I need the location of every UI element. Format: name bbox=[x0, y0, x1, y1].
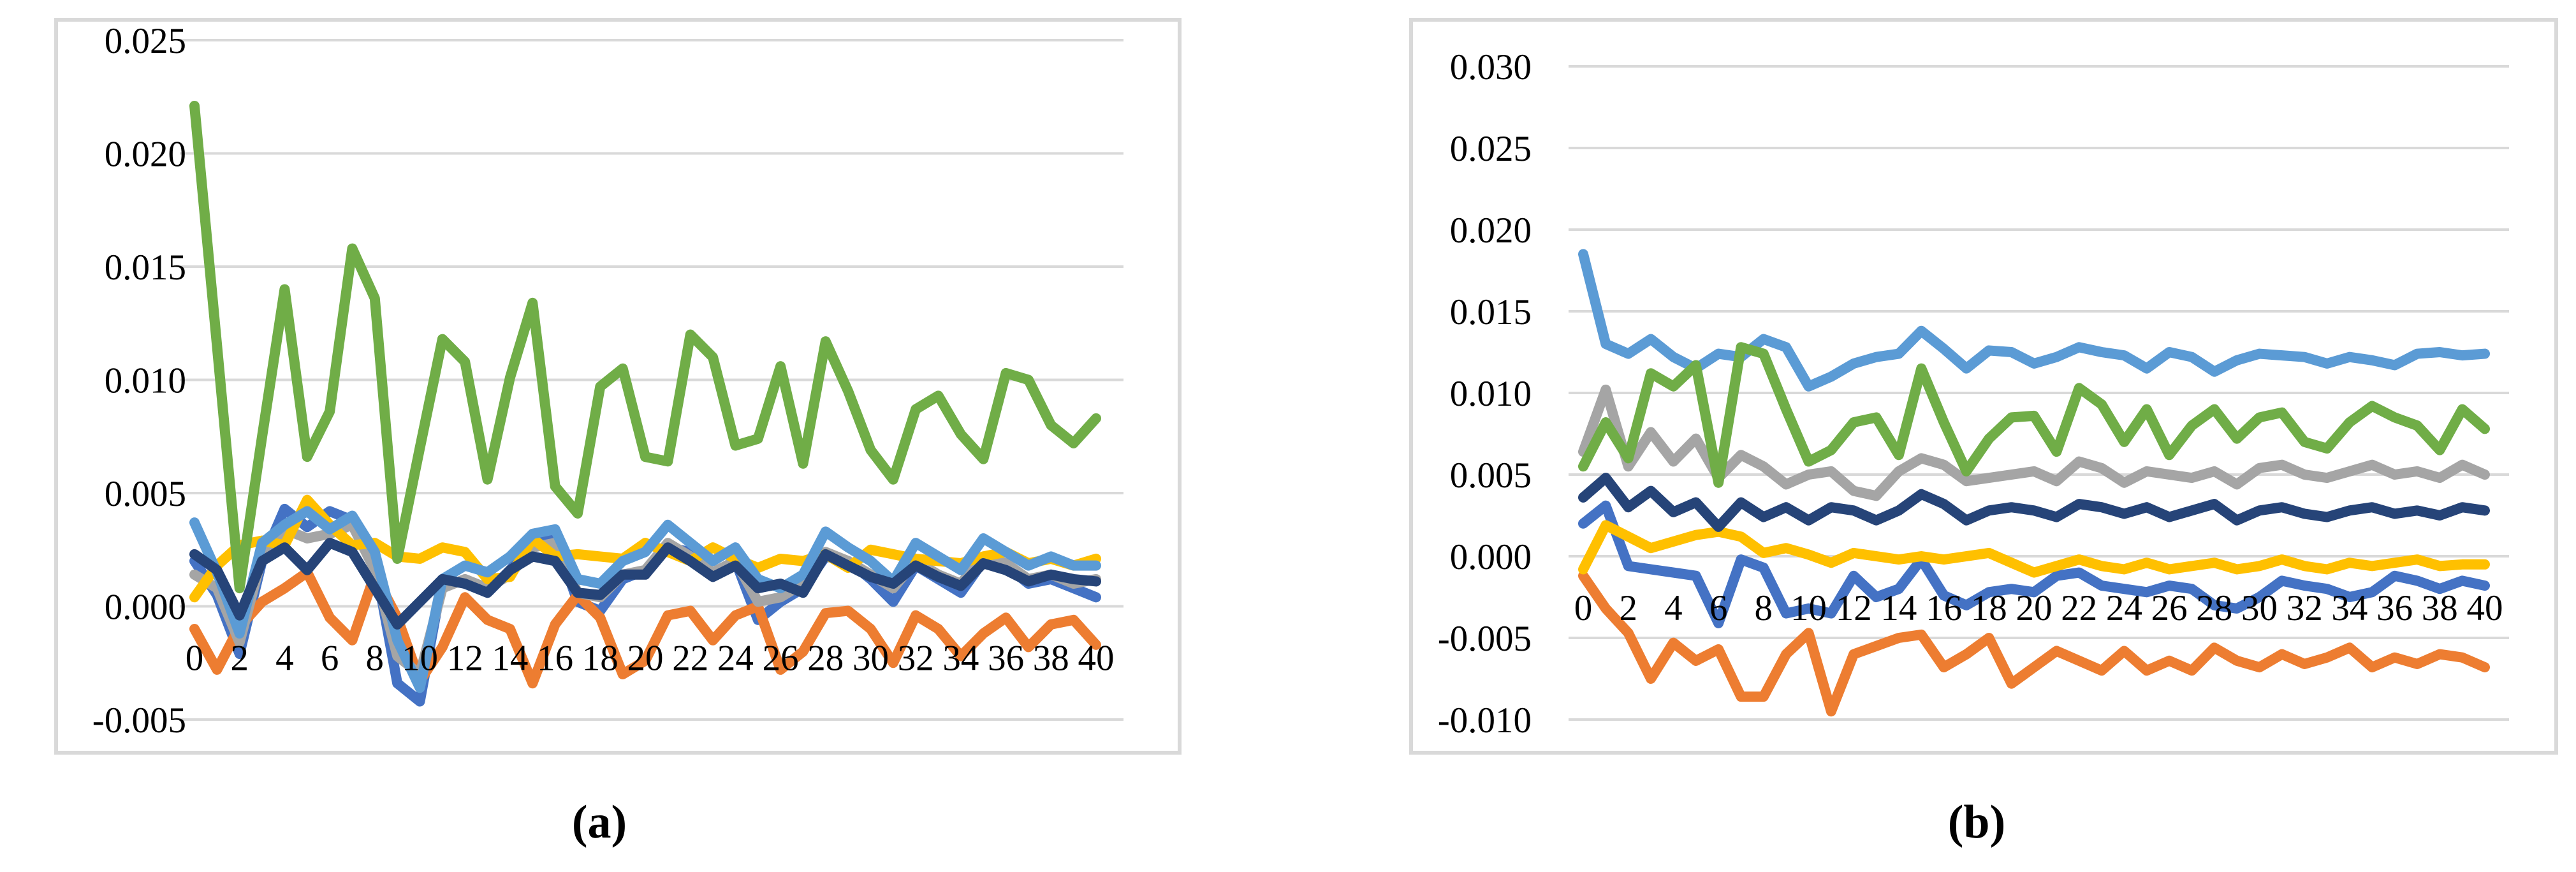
x-tick-label: 24 bbox=[717, 639, 754, 679]
chart-border bbox=[1409, 18, 2558, 755]
chart-panel-a: 0.025 0.020 0.015 0.010 0.005 0.000 -0.005 0 2 4 6… bbox=[54, 18, 1182, 755]
x-tick-label: 10 bbox=[402, 639, 438, 679]
x-tick-label: 34 bbox=[2331, 588, 2367, 628]
x-tick-label: 2 bbox=[230, 639, 249, 679]
x-tick-label: 38 bbox=[2422, 588, 2458, 628]
series-line-royal-blue bbox=[1578, 500, 2490, 628]
y-tick-label: 0.015 bbox=[105, 248, 186, 288]
series-line-green bbox=[1578, 342, 2490, 488]
x-tick-label: 18 bbox=[582, 639, 618, 679]
series-line-navy bbox=[1578, 473, 2490, 532]
x-tick-label: 34 bbox=[942, 639, 979, 679]
y-tick-label: 0.020 bbox=[1450, 211, 1532, 251]
y-tick-label: 0.005 bbox=[105, 474, 186, 514]
x-tick-label: 38 bbox=[1033, 639, 1069, 679]
y-tick-label: 0.025 bbox=[1450, 129, 1532, 169]
x-tick-label: 32 bbox=[2287, 588, 2323, 628]
x-tick-label: 40 bbox=[2467, 588, 2503, 628]
x-tick-label: 22 bbox=[2061, 588, 2097, 628]
x-tick-label: 30 bbox=[2241, 588, 2278, 628]
x-tick-label: 26 bbox=[763, 639, 799, 679]
x-tick-label: 16 bbox=[1926, 588, 1962, 628]
y-tick-label: 0.025 bbox=[105, 21, 186, 61]
x-tick-label: 14 bbox=[492, 639, 528, 679]
series-line-light-blue bbox=[1578, 249, 2490, 392]
series-line-orange bbox=[1578, 570, 2490, 717]
y-tick-label: 0.020 bbox=[105, 135, 186, 175]
x-tick-label: 26 bbox=[2151, 588, 2188, 628]
y-tick-label: 0.010 bbox=[1450, 374, 1532, 414]
series-line-yellow bbox=[1578, 520, 2490, 578]
caption-b: (b) bbox=[1947, 796, 2006, 848]
series-line-orange bbox=[189, 567, 1101, 689]
series-line-green bbox=[189, 100, 1101, 594]
x-tick-label: 32 bbox=[898, 639, 934, 679]
x-tick-label: 6 bbox=[321, 639, 339, 679]
y-tick-label: -0.010 bbox=[1438, 700, 1532, 741]
y-tick-label: 0.000 bbox=[1450, 537, 1532, 577]
x-tick-label: 22 bbox=[672, 639, 708, 679]
y-tick-label: -0.005 bbox=[92, 700, 186, 741]
x-tick-label: 36 bbox=[988, 639, 1024, 679]
y-tick-label: 0.010 bbox=[105, 361, 186, 401]
x-tick-label: 16 bbox=[537, 639, 573, 679]
x-tick-label: 8 bbox=[366, 639, 384, 679]
series-line-navy bbox=[189, 538, 1101, 630]
y-tick-label: 0.015 bbox=[1450, 292, 1532, 332]
x-tick-label: 24 bbox=[2106, 588, 2142, 628]
x-tick-label: 2 bbox=[1619, 588, 1637, 628]
x-tick-label: 18 bbox=[1971, 588, 2007, 628]
x-tick-label: 6 bbox=[1709, 588, 1728, 628]
y-tick-label: -0.005 bbox=[1438, 619, 1532, 659]
x-tick-label: 28 bbox=[2196, 588, 2232, 628]
x-tick-label: 4 bbox=[1664, 588, 1683, 628]
x-tick-label: 4 bbox=[275, 639, 294, 679]
x-tick-label: 40 bbox=[1078, 639, 1115, 679]
x-tick-label: 28 bbox=[807, 639, 844, 679]
x-tick-label: 0 bbox=[186, 639, 204, 679]
chart-panel-b: 0.030 0.025 0.020 0.015 0.010 0.005 0.000 -0.00… bbox=[1409, 18, 2558, 755]
y-tick-label: 0.000 bbox=[105, 587, 186, 628]
chart-canvas-b: 0.030 0.025 0.020 0.015 0.010 0.005 0.000 -0.00… bbox=[1409, 18, 2558, 755]
x-tick-label: 0 bbox=[1574, 588, 1593, 628]
x-tick-label: 20 bbox=[627, 639, 664, 679]
caption-a: (a) bbox=[571, 796, 627, 848]
y-tick-label: 0.005 bbox=[1450, 455, 1532, 496]
y-tick-label: 0.030 bbox=[1450, 47, 1532, 87]
x-tick-label: 10 bbox=[1790, 588, 1827, 628]
x-tick-label: 12 bbox=[447, 639, 483, 679]
x-tick-label: 30 bbox=[853, 639, 889, 679]
series-line-gray bbox=[1578, 384, 2490, 501]
x-tick-label: 36 bbox=[2376, 588, 2413, 628]
x-tick-label: 8 bbox=[1755, 588, 1773, 628]
x-tick-label: 14 bbox=[1880, 588, 1917, 628]
x-tick-label: 12 bbox=[1836, 588, 1872, 628]
x-tick-label: 20 bbox=[2016, 588, 2053, 628]
series-line-light-blue bbox=[189, 506, 1101, 693]
